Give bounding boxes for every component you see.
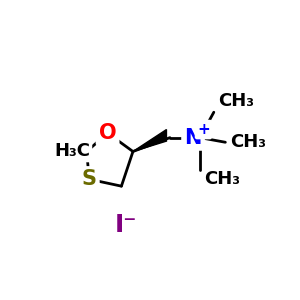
Text: CH₃: CH₃	[218, 92, 254, 110]
Text: N: N	[184, 128, 202, 148]
Text: CH₃: CH₃	[205, 170, 241, 188]
Text: O: O	[99, 123, 116, 143]
Text: CH₃: CH₃	[230, 133, 266, 151]
Polygon shape	[54, 142, 87, 161]
Text: +: +	[197, 122, 210, 137]
Text: S: S	[82, 169, 97, 189]
Text: I⁻: I⁻	[115, 213, 137, 237]
Text: H₃C: H₃C	[54, 142, 90, 160]
Polygon shape	[133, 130, 167, 152]
